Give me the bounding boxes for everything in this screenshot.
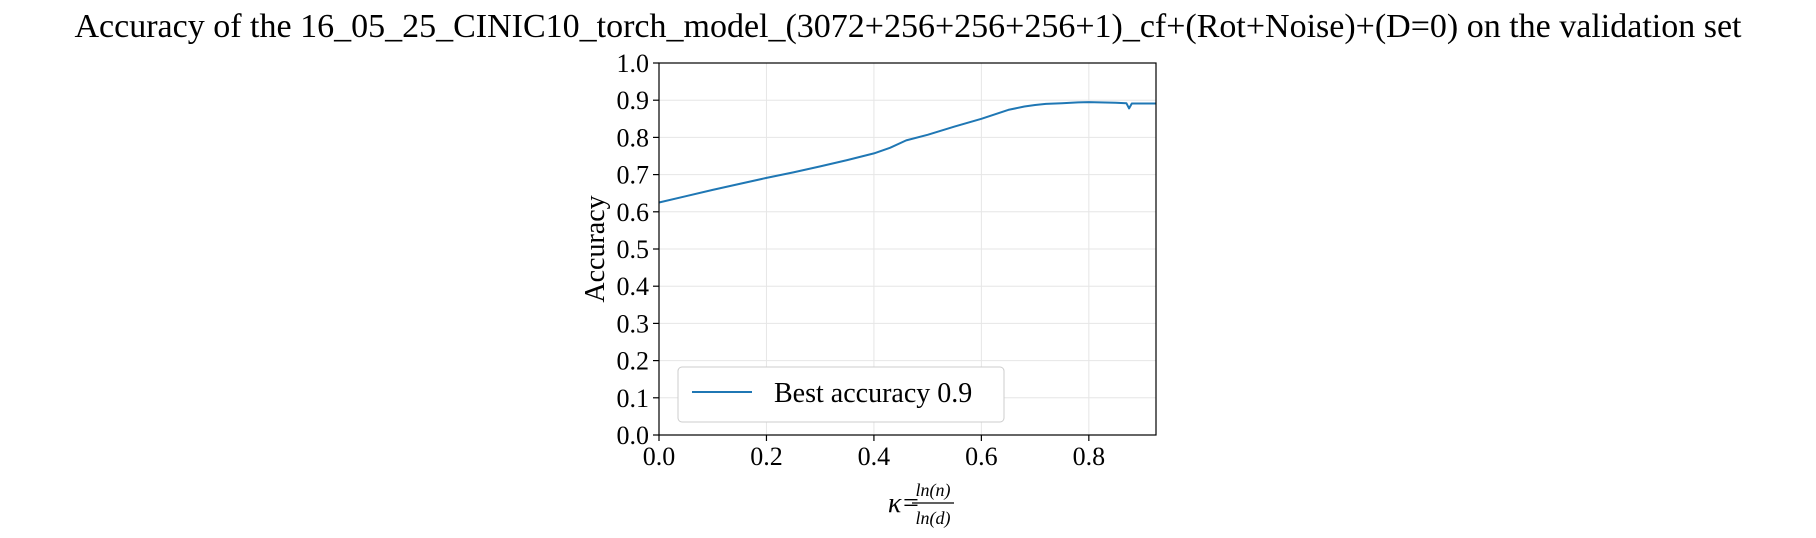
y-axis-label: Accuracy bbox=[580, 195, 611, 302]
y-tick-label: 0.0 bbox=[617, 421, 650, 450]
x-tick-label: 0.8 bbox=[1073, 442, 1106, 471]
y-tick-label: 1.0 bbox=[617, 49, 650, 78]
y-tick-label: 0.1 bbox=[617, 384, 650, 413]
plot-lines bbox=[658, 101, 1156, 204]
y-tick-label: 0.3 bbox=[617, 309, 650, 338]
x-tick-label: 0.4 bbox=[858, 442, 891, 471]
series-line-0 bbox=[658, 101, 1156, 204]
y-tick-label: 0.6 bbox=[617, 198, 650, 227]
x-axis-label: κ= ln(n) ln(d) bbox=[888, 480, 954, 529]
y-tick-label: 0.2 bbox=[617, 347, 650, 376]
x-axis-label-numerator: ln(n) bbox=[916, 480, 951, 501]
chart-title: Accuracy of the 16_05_25_CINIC10_torch_m… bbox=[74, 8, 1742, 45]
x-tick-label: 0.2 bbox=[750, 442, 783, 471]
legend: Best accuracy 0.9 bbox=[677, 366, 1005, 423]
y-tick-label: 0.9 bbox=[617, 86, 650, 115]
y-tick-label: 0.7 bbox=[617, 161, 650, 190]
x-tick-label: 0.6 bbox=[965, 442, 998, 471]
x-tick-label: 0.0 bbox=[643, 442, 676, 471]
axis-ticks: 0.0 0.1 0.2 0.3 0.4 0.5 0.6 0.7 0.8 0.9 1.0 0.0 0.2 0… bbox=[617, 49, 1106, 471]
y-tick-label: 0.5 bbox=[617, 235, 650, 264]
legend-box bbox=[677, 366, 1005, 423]
y-tick-label: 0.8 bbox=[617, 123, 650, 152]
x-axis-label-denominator: ln(d) bbox=[916, 508, 951, 529]
y-tick-label: 0.4 bbox=[617, 272, 650, 301]
legend-label: Best accuracy 0.9 bbox=[774, 378, 972, 409]
